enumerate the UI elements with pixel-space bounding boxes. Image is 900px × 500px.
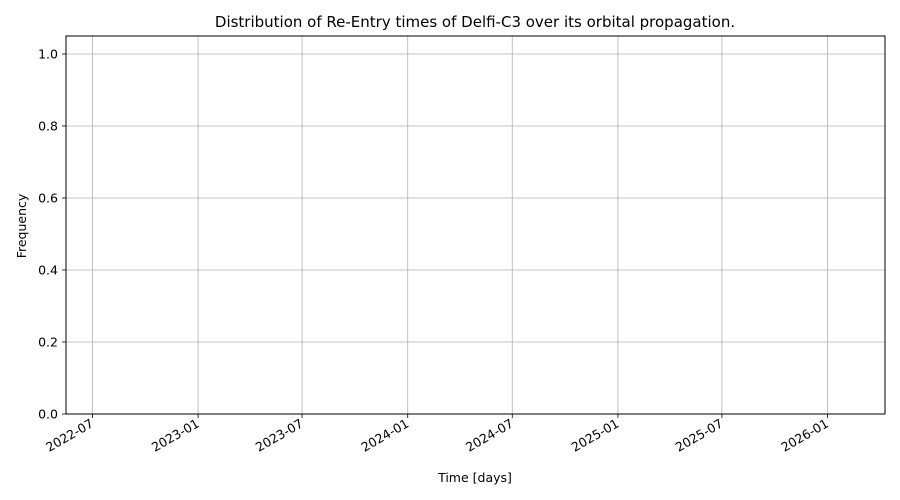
y-tick-label: 1.0 <box>38 47 58 62</box>
y-tick-label: 0.0 <box>38 407 58 422</box>
x-tick-label: 2023-01 <box>149 416 202 455</box>
grid <box>66 36 885 415</box>
chart-title: Distribution of Re-Entry times of Delfi-… <box>215 13 735 31</box>
y-tick-label: 0.4 <box>38 263 58 278</box>
y-axis-label: Frequency <box>14 193 29 258</box>
x-tick-label: 2026-01 <box>778 416 831 455</box>
x-axis: 2022-07 2023-01 2023-07 2024-01 2024-07 2025-… <box>43 414 831 455</box>
x-tick-label: 2024-01 <box>358 416 411 455</box>
x-axis-label: Time [days] <box>437 470 512 485</box>
x-tick-label: 2025-07 <box>673 416 726 455</box>
y-axis: 0.0 0.2 0.4 0.6 0.8 1.0 <box>38 47 66 422</box>
x-tick-label: 2025-01 <box>569 416 622 455</box>
y-tick-label: 0.8 <box>38 119 58 134</box>
y-tick-label: 0.2 <box>38 335 58 350</box>
plot-area <box>65 35 886 415</box>
x-tick-label: 2023-07 <box>253 416 306 455</box>
x-tick-label: 2024-07 <box>463 416 516 455</box>
y-tick-label: 0.6 <box>38 191 58 206</box>
